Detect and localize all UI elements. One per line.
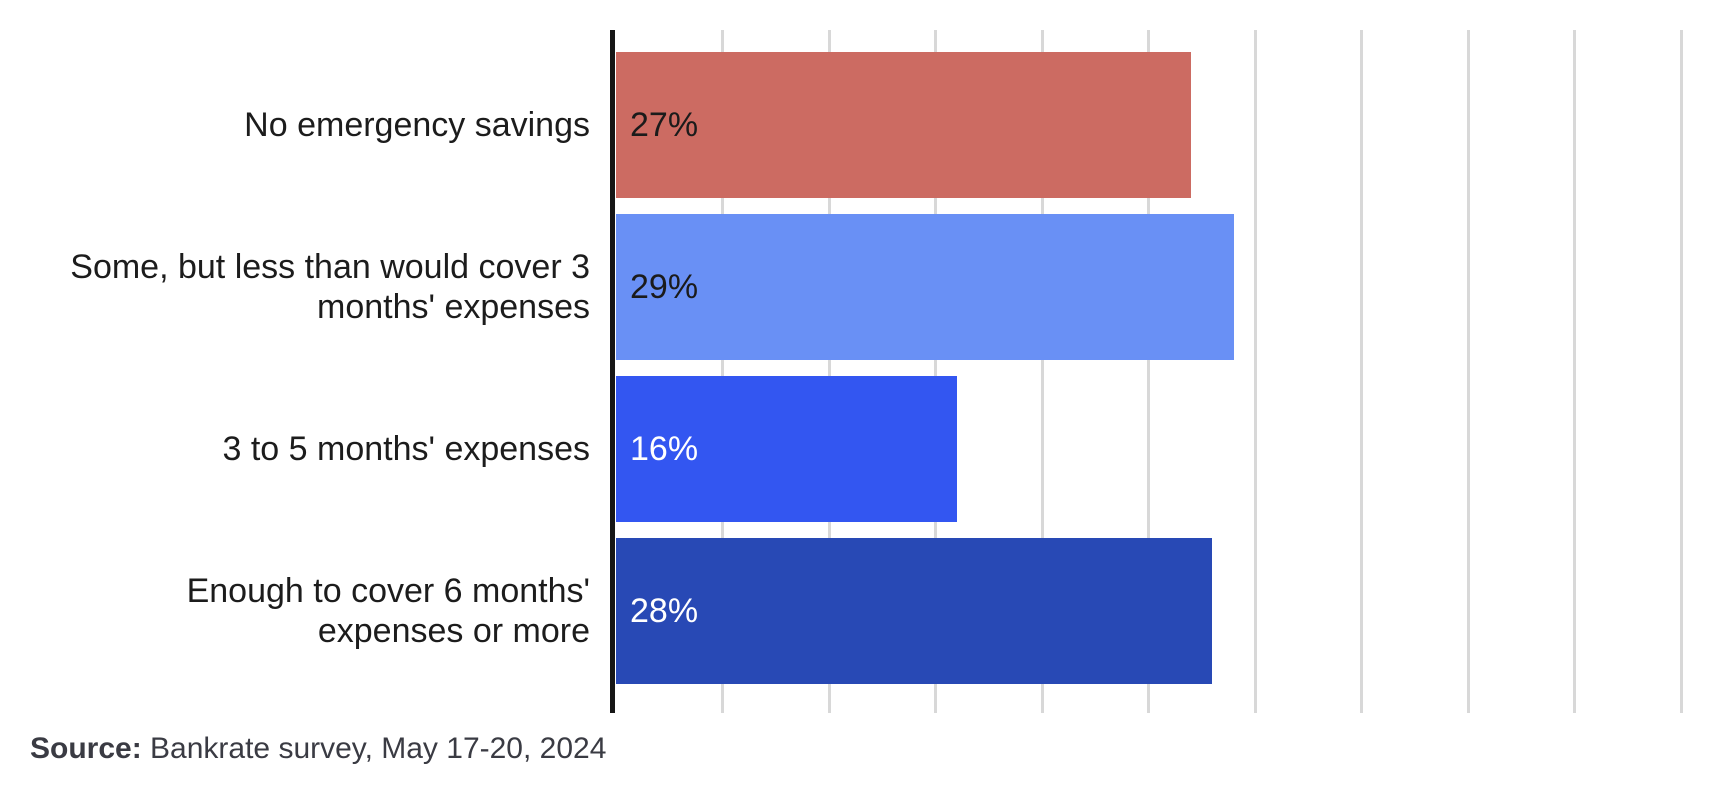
bar-value-label: 27% [630, 106, 699, 144]
bar-value-label: 28% [630, 592, 699, 630]
category-label: Enough to cover 6 months' expenses or mo… [186, 572, 590, 650]
gridline-15pct [934, 30, 937, 713]
bar-4: 28% [616, 538, 1213, 684]
gridline-50pct [1679, 30, 1683, 713]
gridline-10pct [827, 30, 831, 713]
bar-1: 27% [616, 52, 1192, 198]
bar-value-label: 16% [630, 430, 699, 468]
category-label: 3 to 5 months' expenses [222, 430, 591, 468]
bar-3: 16% [616, 376, 957, 522]
category-label: Some, but less than would cover 3 months… [70, 248, 590, 326]
gridline-45pct [1573, 30, 1576, 713]
y-axis-line [610, 30, 615, 713]
gridline-30pct [1253, 30, 1257, 713]
gridline-20pct [1040, 30, 1044, 713]
gridline-25pct [1147, 30, 1150, 713]
source-text: Bankrate survey, May 17-20, 2024 [141, 732, 607, 765]
source-line: Source: Bankrate survey, May 17-20, 2024 [30, 731, 606, 767]
bar-2: 29% [616, 214, 1234, 360]
bar-value-label: 29% [630, 268, 699, 306]
source-prefix-label: Source: [30, 732, 142, 765]
category-label: No emergency savings [244, 106, 590, 144]
gridline-5pct [721, 30, 724, 713]
gridline-35pct [1360, 30, 1363, 713]
gridline-40pct [1466, 30, 1470, 713]
